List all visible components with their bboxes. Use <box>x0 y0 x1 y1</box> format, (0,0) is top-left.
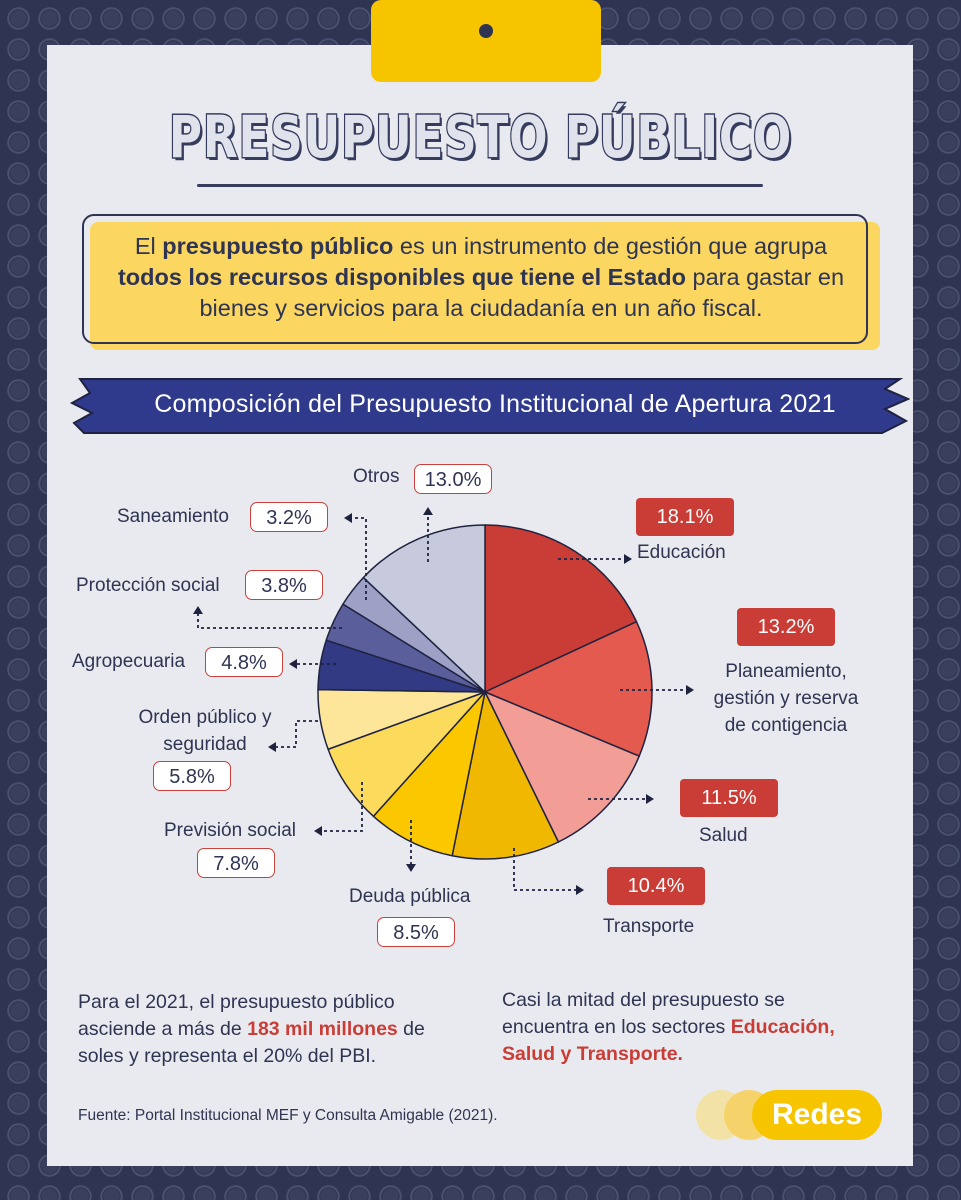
intro-text: El presupuesto público es un instrumento… <box>100 231 862 324</box>
pct-otros: 13.0% <box>414 464 492 494</box>
label-otros: Otros <box>353 466 400 487</box>
section-banner <box>70 378 910 434</box>
banner-title: Composición del Presupuesto Instituciona… <box>154 390 836 418</box>
pie-slice-2 <box>484 691 640 843</box>
label-saneamiento: Saneamiento <box>117 506 229 527</box>
intro-box <box>82 214 868 344</box>
pct-proteccion-social: 3.8% <box>245 570 323 600</box>
redes-logo: Redes <box>752 1090 882 1140</box>
leader-proteccion <box>193 606 342 629</box>
pct-saneamiento: 3.2% <box>250 502 328 532</box>
pct-planeamiento: 13.2% <box>737 608 835 646</box>
label-educacion: Educación <box>637 542 726 563</box>
leader-prevision <box>314 782 363 836</box>
pie-slice-3 <box>451 691 560 860</box>
title-underline <box>197 184 763 187</box>
leader-planeamiento <box>620 685 694 695</box>
pct-agropecuaria: 4.8% <box>205 647 283 677</box>
pie-slice-10 <box>362 524 486 693</box>
label-deuda-publica: Deuda pública <box>349 886 471 907</box>
banner-shape <box>70 378 910 434</box>
pie-slice-4 <box>372 691 486 857</box>
leader-otros <box>423 507 433 562</box>
footer-highlight: Educación, Salud y Transporte. <box>502 1016 835 1065</box>
intro-text-part: es un instrumento de gestión que agrupa <box>393 233 828 259</box>
pie-slice-1 <box>484 620 653 757</box>
footer-budget-note: Para el 2021, el presupuesto público asc… <box>78 989 448 1070</box>
leader-educacion <box>558 554 632 564</box>
footer-text-part: Casi la mitad del presupuesto se encuent… <box>502 989 785 1038</box>
leader-agro <box>289 659 336 669</box>
pct-transporte: 10.4% <box>607 867 705 905</box>
leader-deuda <box>406 820 416 872</box>
label-planeamiento: Planeamiento, gestión y reserva de contige… <box>686 658 886 739</box>
footer-text-part: Para el 2021, el presupuesto público asc… <box>78 991 395 1040</box>
leader-transporte <box>513 848 584 895</box>
pct-salud: 11.5% <box>680 779 778 817</box>
intro-bold-part: presupuesto público <box>162 233 394 259</box>
leader-orden <box>268 720 318 752</box>
pct-educacion: 18.1% <box>636 498 734 536</box>
page-title: PRESUPUESTO PÚBLICO <box>168 102 793 173</box>
label-proteccion-social: Protección social <box>76 575 220 596</box>
label-line: seguridad <box>163 734 247 755</box>
footer-highlight: 183 mil millones <box>247 1018 398 1040</box>
pct-orden-publico: 5.8% <box>153 761 231 791</box>
intro-bold-part: todos los recursos disponibles que tiene… <box>117 264 686 290</box>
label-prevision-social: Previsión social <box>164 820 296 841</box>
intro-text-part: para gastar en bienes y servicios para l… <box>199 264 845 321</box>
label-agropecuaria: Agropecuaria <box>72 651 186 672</box>
label-line: de contigencia <box>724 715 848 736</box>
leader-salud <box>588 794 654 804</box>
source-note: Fuente: Portal Institucional MEF y Consu… <box>78 1107 498 1124</box>
label-line: Planeamiento, <box>725 661 847 682</box>
clip-hole <box>479 24 493 38</box>
pct-deuda-publica: 8.5% <box>377 917 455 947</box>
leader-saneamiento <box>344 513 367 600</box>
footer-sectors-note: Casi la mitad del presupuesto se encuent… <box>502 987 872 1068</box>
footer-text-part: de soles y representa el 20% del PBI. <box>78 1018 425 1067</box>
intro-text-part: El <box>134 233 163 259</box>
label-orden-publico: Orden público y seguridad <box>100 704 310 758</box>
intro-highlight <box>90 222 880 350</box>
label-salud: Salud <box>699 825 748 846</box>
label-line: gestión y reserva <box>713 688 859 709</box>
label-line: Orden público y <box>138 707 272 728</box>
pie-slice-0 <box>484 524 638 693</box>
label-transporte: Transporte <box>603 916 695 937</box>
pct-prevision-social: 7.8% <box>197 848 275 878</box>
